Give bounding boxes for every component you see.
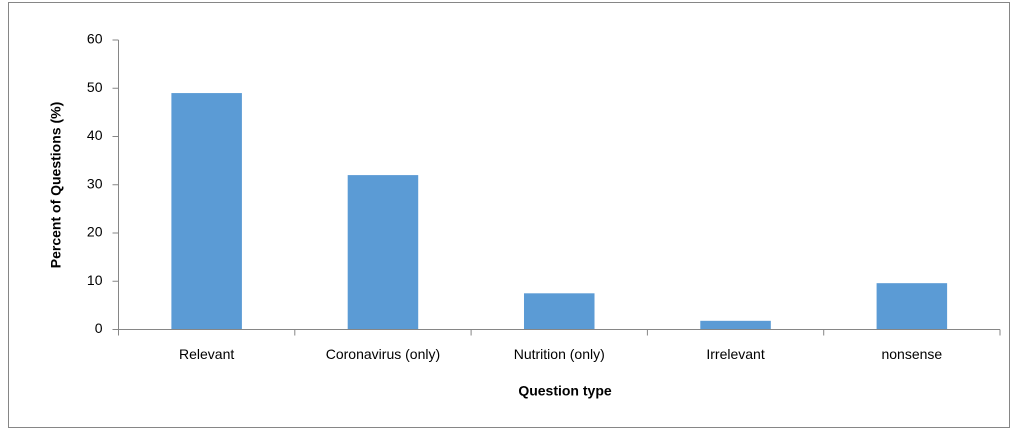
y-axis-title: Percent of Questions (%): [48, 102, 64, 268]
chart-border: [8, 2, 1010, 428]
bar: [347, 175, 419, 330]
y-tick-label: 10: [87, 272, 103, 288]
y-tick-label: 0: [95, 320, 103, 336]
bar: [171, 93, 242, 330]
x-tick-label: Nutrition (only): [514, 346, 605, 362]
bar: [876, 283, 948, 330]
y-tick-label: 20: [87, 224, 103, 240]
x-tick-label: Irrelevant: [706, 346, 764, 362]
y-tick-label: 40: [87, 127, 103, 143]
x-tick-label: Relevant: [179, 346, 234, 362]
y-tick-label: 50: [87, 79, 103, 95]
x-tick-label: Coronavirus (only): [326, 346, 440, 362]
bar: [700, 320, 771, 330]
x-axis-title: Question type: [518, 383, 612, 399]
x-tick-label: nonsense: [881, 346, 942, 362]
bar: [523, 293, 595, 330]
y-tick-label: 60: [87, 31, 103, 47]
y-tick-label: 30: [87, 175, 103, 191]
